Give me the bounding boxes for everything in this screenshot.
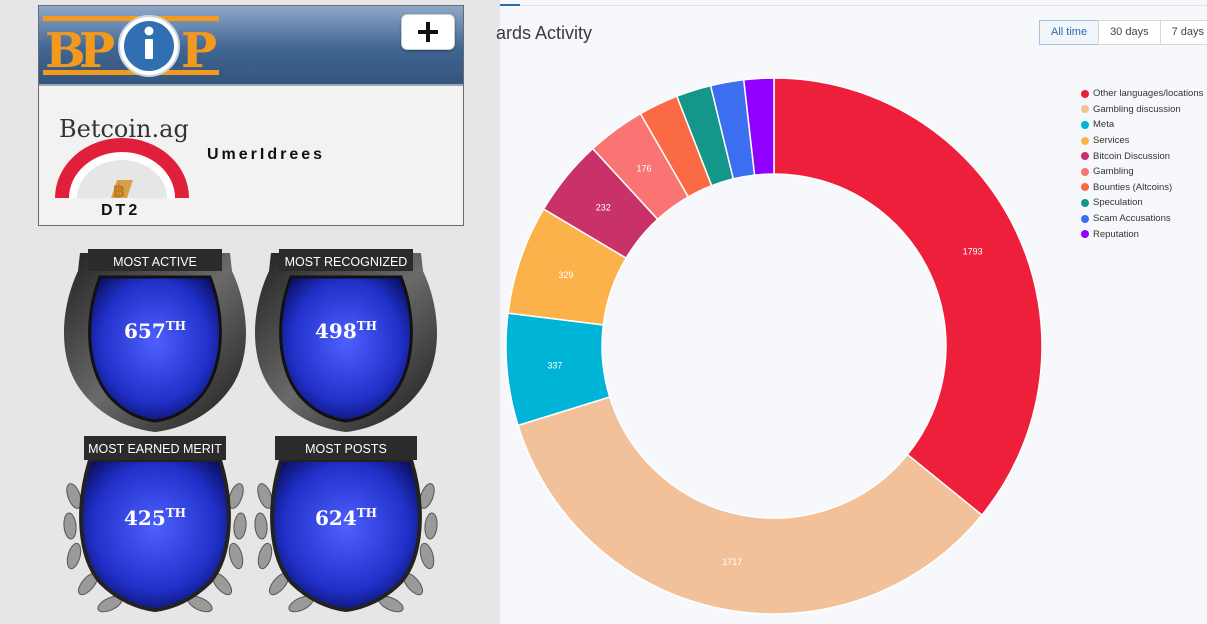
legend-label: Speculation — [1093, 197, 1143, 209]
legend-label: Scam Accusations — [1093, 213, 1171, 225]
donut-data-label: 232 — [596, 202, 611, 212]
legend-dot-icon — [1081, 183, 1089, 192]
legend-dot-icon — [1081, 136, 1089, 145]
donut-chart: 1793 1717 337 329 232 176 — [505, 77, 1043, 615]
legend-item-scam-accusations[interactable]: Scam Accusations — [1081, 211, 1203, 227]
donut-data-label: 176 — [636, 164, 651, 174]
legend-dot-icon — [1081, 198, 1089, 207]
wreath-badge-icon — [63, 436, 247, 613]
legend-item-bitcoin-discussion[interactable]: Bitcoin Discussion — [1081, 148, 1203, 164]
shield-badge-icon — [64, 249, 246, 432]
donut-data-label: 1717 — [722, 557, 742, 567]
legend-dot-icon — [1081, 105, 1089, 114]
bpip-logo[interactable]: B P P — [43, 12, 219, 80]
range-tabs: All time 30 days 7 days — [1039, 20, 1207, 45]
donut-slice-reputation[interactable] — [742, 77, 775, 176]
legend-label: Reputation — [1093, 228, 1139, 240]
legend-label: Bitcoin Discussion — [1093, 150, 1171, 162]
legend-item-gambling-discussion[interactable]: Gambling discussion — [1081, 102, 1203, 118]
badge-most-posts[interactable]: MOST POSTS 624TH — [251, 436, 441, 621]
profile-card-body: Betcoin.ag ฿ UmerIdrees DT2 — [39, 84, 463, 225]
legend-dot-icon — [1081, 152, 1089, 161]
badge-title: MOST RECOGNIZED — [284, 255, 408, 269]
svg-text:P: P — [79, 23, 115, 79]
badge-title: MOST EARNED MERIT — [88, 442, 222, 456]
legend-item-other-languages-locations[interactable]: Other languages/locations — [1081, 86, 1203, 102]
profile-card: B P P Betcoin.ag — [38, 5, 464, 226]
wreath-badge-icon — [254, 436, 438, 613]
legend-dot-icon — [1081, 120, 1089, 129]
shield-badge-icon — [255, 249, 437, 432]
badge-title: MOST POSTS — [305, 442, 387, 456]
donut-data-label: 337 — [547, 361, 562, 371]
badge-rank: 425TH — [123, 506, 187, 530]
badge-rank: 498TH — [314, 319, 378, 343]
activity-panel: ards Activity All time 30 days 7 days 17… — [496, 0, 1207, 624]
legend-item-bounties-altcoins[interactable]: Bounties (Altcoins) — [1081, 180, 1203, 196]
badge-title: MOST ACTIVE — [113, 255, 197, 269]
svg-text:B: B — [45, 23, 86, 79]
legend-label: Other languages/locations — [1093, 88, 1204, 100]
badge-rank: 657TH — [123, 319, 187, 343]
legend-label: Bounties (Altcoins) — [1093, 181, 1173, 193]
legend-dot-icon — [1081, 214, 1089, 223]
username[interactable]: UmerIdrees — [207, 146, 326, 163]
active-tab-indicator — [500, 4, 520, 6]
profile-card-header: B P P — [39, 6, 463, 84]
chart-legend: Other languages/locations Gambling discus… — [1081, 86, 1203, 242]
legend-item-services[interactable]: Services — [1081, 133, 1203, 149]
legend-dot-icon — [1081, 89, 1089, 98]
donut-data-label: 329 — [558, 270, 573, 280]
avatar: Betcoin.ag ฿ — [55, 115, 189, 198]
legend-label: Gambling discussion — [1093, 103, 1181, 115]
plus-icon — [418, 22, 438, 42]
badge-rank: 624TH — [314, 506, 378, 530]
legend-label: Gambling — [1093, 166, 1134, 178]
range-tab-30-days[interactable]: 30 days — [1098, 20, 1161, 45]
chart-title: ards Activity — [496, 23, 593, 43]
profile-panel: B P P Betcoin.ag — [0, 0, 500, 624]
legend-dot-icon — [1081, 167, 1089, 176]
legend-label: Meta — [1093, 119, 1115, 131]
legend-item-gambling[interactable]: Gambling — [1081, 164, 1203, 180]
legend-dot-icon — [1081, 230, 1089, 239]
badge-most-recognized[interactable]: MOST RECOGNIZED 498TH — [251, 249, 441, 434]
legend-label: Services — [1093, 135, 1130, 147]
badge-most-active[interactable]: MOST ACTIVE 657TH — [60, 249, 250, 434]
add-button[interactable] — [401, 14, 455, 50]
donut-data-label: 1793 — [963, 246, 983, 256]
badge-most-earned-merit[interactable]: MOST EARNED MERIT 425TH — [60, 436, 250, 621]
trust-level: DT2 — [101, 202, 141, 219]
legend-item-speculation[interactable]: Speculation — [1081, 195, 1203, 211]
donut-slice-gambling-discussion[interactable] — [517, 396, 983, 615]
svg-text:฿: ฿ — [113, 181, 126, 198]
range-tab-all-time[interactable]: All time — [1039, 20, 1100, 45]
svg-text:P: P — [181, 23, 217, 79]
donut-slice-other-languages-locations[interactable] — [773, 77, 1043, 517]
legend-item-reputation[interactable]: Reputation — [1081, 226, 1203, 242]
legend-item-meta[interactable]: Meta — [1081, 117, 1203, 133]
range-tab-7-days[interactable]: 7 days — [1159, 20, 1207, 45]
tab-divider — [500, 5, 1207, 6]
